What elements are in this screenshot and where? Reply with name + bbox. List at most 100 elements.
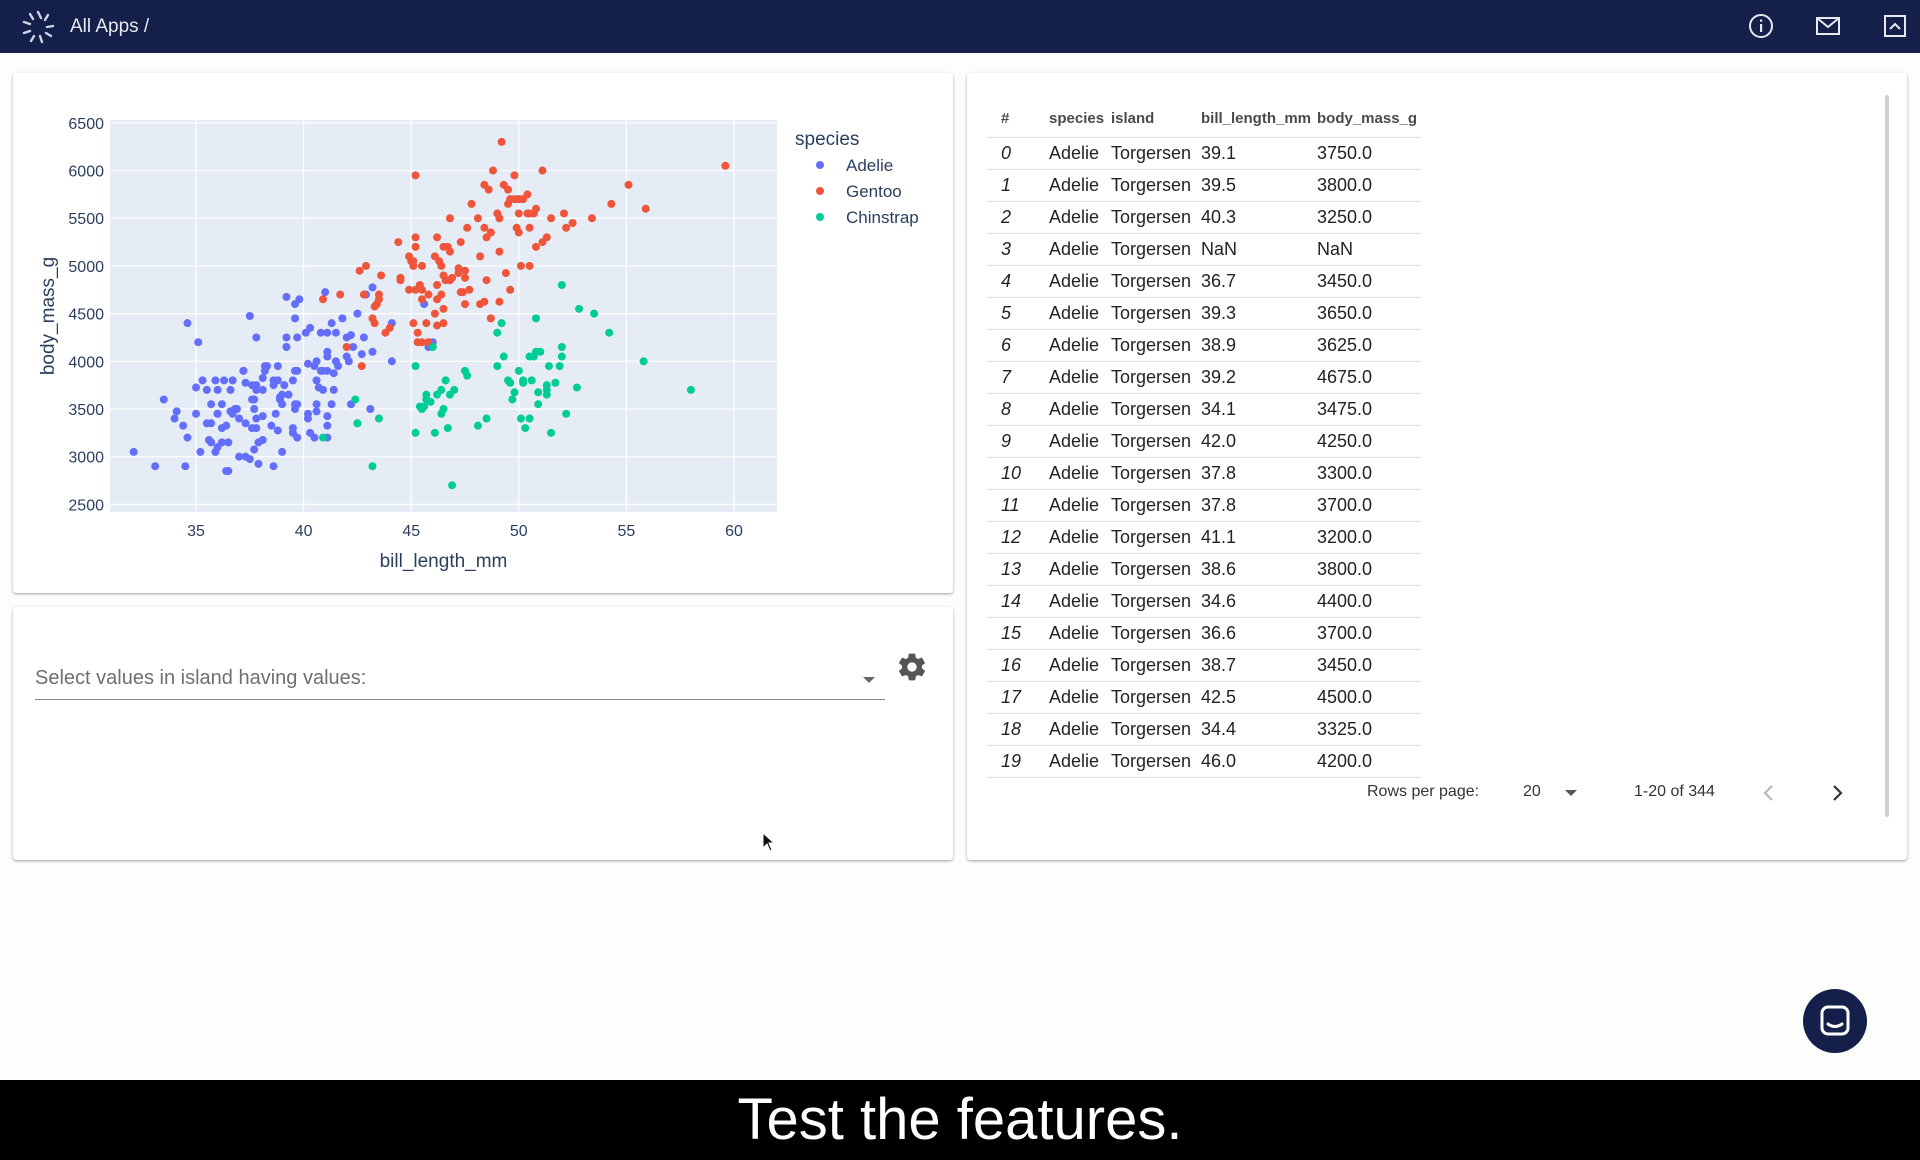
data-point-adelie[interactable] <box>250 445 259 454</box>
data-point-adelie[interactable] <box>282 342 291 351</box>
data-point-adelie[interactable] <box>310 433 319 442</box>
data-point-adelie[interactable] <box>291 314 300 323</box>
table-row[interactable]: 0 Adelie Torgersen 39.1 3750.0 <box>987 137 1422 170</box>
data-point-chinstrap[interactable] <box>433 390 442 399</box>
data-point-chinstrap[interactable] <box>374 414 383 423</box>
data-point-adelie[interactable] <box>327 319 336 328</box>
data-point-adelie[interactable] <box>250 404 259 413</box>
table-row[interactable]: 7 Adelie Torgersen 39.2 4675.0 <box>987 361 1422 394</box>
data-point-adelie[interactable] <box>271 409 280 418</box>
data-point-adelie[interactable] <box>282 292 291 301</box>
data-point-gentoo[interactable] <box>368 314 377 323</box>
chevron-right-icon[interactable] <box>1825 781 1849 805</box>
table-row[interactable]: 3 Adelie Torgersen NaN NaN <box>987 233 1422 266</box>
data-point-chinstrap[interactable] <box>506 378 515 387</box>
data-point-chinstrap[interactable] <box>527 376 536 385</box>
data-point-adelie[interactable] <box>331 328 340 337</box>
data-point-gentoo[interactable] <box>396 273 405 282</box>
data-point-adelie[interactable] <box>293 433 302 442</box>
data-point-chinstrap[interactable] <box>411 428 420 437</box>
data-point-gentoo[interactable] <box>319 295 328 304</box>
data-point-adelie[interactable] <box>329 385 338 394</box>
data-point-chinstrap[interactable] <box>473 421 482 430</box>
data-point-gentoo[interactable] <box>465 285 474 294</box>
data-point-gentoo[interactable] <box>480 223 489 232</box>
data-point-chinstrap[interactable] <box>493 328 502 337</box>
data-point-chinstrap[interactable] <box>534 388 543 397</box>
data-point-chinstrap[interactable] <box>557 342 566 351</box>
data-point-gentoo[interactable] <box>562 223 571 232</box>
data-point-adelie[interactable] <box>357 350 366 359</box>
data-point-gentoo[interactable] <box>495 214 504 223</box>
table-row[interactable]: 19 Adelie Torgersen 46.0 4200.0 <box>987 745 1422 778</box>
data-point-adelie[interactable] <box>306 323 315 332</box>
data-point-adelie[interactable] <box>241 452 250 461</box>
data-point-adelie[interactable] <box>293 333 302 342</box>
data-point-gentoo[interactable] <box>407 257 416 266</box>
data-point-gentoo[interactable] <box>607 199 616 208</box>
column-header-species[interactable]: species <box>1049 99 1111 138</box>
data-point-gentoo[interactable] <box>370 302 379 311</box>
data-point-gentoo[interactable] <box>445 214 454 223</box>
column-header-index[interactable]: # <box>987 99 1049 138</box>
breadcrumb[interactable]: All Apps / <box>70 16 150 37</box>
gear-icon[interactable] <box>896 651 928 683</box>
data-point-gentoo[interactable] <box>411 171 420 180</box>
mail-icon[interactable] <box>1814 12 1842 40</box>
table-row[interactable]: 1 Adelie Torgersen 39.5 3800.0 <box>987 169 1422 202</box>
data-point-adelie[interactable] <box>346 331 355 340</box>
data-point-adelie[interactable] <box>181 462 190 471</box>
data-point-gentoo[interactable] <box>439 319 448 328</box>
data-point-gentoo[interactable] <box>523 190 532 199</box>
data-point-adelie[interactable] <box>196 447 205 456</box>
data-point-adelie[interactable] <box>368 283 377 292</box>
data-point-adelie[interactable] <box>245 312 254 320</box>
table-row[interactable]: 2 Adelie Torgersen 40.3 3250.0 <box>987 201 1422 234</box>
data-point-gentoo[interactable] <box>437 261 446 270</box>
data-point-gentoo[interactable] <box>482 276 491 285</box>
table-row[interactable]: 9 Adelie Torgersen 42.0 4250.0 <box>987 425 1422 458</box>
data-point-chinstrap[interactable] <box>542 385 551 394</box>
data-point-gentoo[interactable] <box>532 242 541 251</box>
chevron-left-icon[interactable] <box>1757 781 1781 805</box>
data-point-chinstrap[interactable] <box>519 378 528 387</box>
data-point-gentoo[interactable] <box>355 266 364 275</box>
data-point-chinstrap[interactable] <box>534 400 543 409</box>
data-point-gentoo[interactable] <box>433 233 442 242</box>
data-point-gentoo[interactable] <box>516 261 525 270</box>
data-point-adelie[interactable] <box>248 424 257 433</box>
data-point-gentoo[interactable] <box>480 297 489 306</box>
data-point-adelie[interactable] <box>323 328 332 337</box>
data-point-gentoo[interactable] <box>559 209 568 218</box>
data-point-gentoo[interactable] <box>430 309 439 318</box>
data-point-gentoo[interactable] <box>473 214 482 223</box>
data-point-adelie[interactable] <box>323 421 332 430</box>
data-point-chinstrap[interactable] <box>686 385 695 394</box>
data-point-adelie[interactable] <box>260 366 269 375</box>
data-point-gentoo[interactable] <box>486 314 495 323</box>
data-point-chinstrap[interactable] <box>368 462 377 471</box>
data-point-adelie[interactable] <box>151 462 160 471</box>
data-point-adelie[interactable] <box>129 447 138 456</box>
data-point-gentoo[interactable] <box>411 242 420 251</box>
data-point-gentoo[interactable] <box>523 209 532 218</box>
data-point-chinstrap[interactable] <box>428 342 437 351</box>
data-point-adelie[interactable] <box>258 412 267 421</box>
data-point-gentoo[interactable] <box>510 171 519 180</box>
data-point-adelie[interactable] <box>252 333 261 342</box>
data-point-gentoo[interactable] <box>461 300 470 309</box>
data-point-gentoo[interactable] <box>495 247 504 256</box>
data-point-chinstrap[interactable] <box>557 281 566 290</box>
data-point-adelie[interactable] <box>258 435 267 444</box>
data-point-gentoo[interactable] <box>445 247 454 256</box>
column-header-body-mass[interactable]: body_mass_g <box>1317 99 1422 138</box>
data-point-adelie[interactable] <box>282 333 291 342</box>
data-point-gentoo[interactable] <box>504 199 513 208</box>
table-row[interactable]: 4 Adelie Torgersen 36.7 3450.0 <box>987 265 1422 298</box>
data-point-chinstrap[interactable] <box>441 376 450 385</box>
table-row[interactable]: 11 Adelie Torgersen 37.8 3700.0 <box>987 489 1422 522</box>
data-point-adelie[interactable] <box>269 462 278 471</box>
data-point-adelie[interactable] <box>314 383 323 392</box>
data-point-gentoo[interactable] <box>413 338 422 347</box>
chat-launcher-button[interactable] <box>1803 989 1867 1053</box>
